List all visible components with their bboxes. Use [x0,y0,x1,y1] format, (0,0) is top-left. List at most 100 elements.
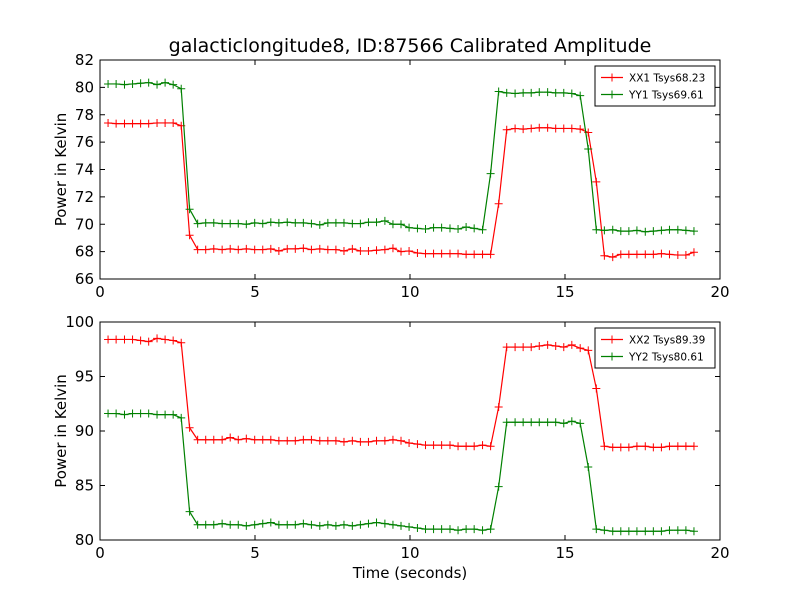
data-point [454,225,463,234]
data-point [502,88,511,97]
y-tick-label: 74 [75,161,94,179]
data-point [437,525,446,534]
data-point [608,253,617,262]
data-point [226,244,235,253]
data-point [356,520,365,529]
data-point [397,247,406,256]
data-point [364,437,373,446]
data-point [242,220,251,229]
data-point [657,443,666,452]
data-point [576,419,585,428]
data-point [193,435,202,444]
data-point [209,520,218,529]
data-point [600,226,609,235]
data-point [331,436,340,445]
bottom-plot: 0 5 10 15 20 80 85 90 95 100 Power in Kelvin XX2 Ts… [52,313,730,562]
data-point [649,227,658,236]
data-point [665,225,674,234]
data-point [144,409,153,418]
data-point [144,119,153,128]
x-axis-label: Time (seconds) [352,564,468,582]
y-tick-label: 95 [75,368,94,386]
data-point [405,522,414,531]
data-point [226,433,235,442]
data-point [323,520,332,529]
data-point [388,220,397,229]
data-point [169,118,178,127]
data-point [502,418,511,427]
data-point [128,119,137,128]
x-tick-label: 10 [400,283,419,301]
data-point [616,250,625,259]
y-tick-label: 66 [75,270,94,288]
data-point [486,169,495,178]
data-point [356,246,365,255]
data-point [112,335,121,344]
data-point [494,87,503,96]
data-point [250,520,259,529]
x-tick-label: 15 [555,544,574,562]
data-point [608,225,617,234]
data-point [535,88,544,97]
x-tick-label: 0 [95,283,105,301]
data-point [543,418,552,427]
data-point [274,520,283,529]
data-point [250,435,259,444]
data-point [527,343,536,352]
chart-title: galacticlongitude8, ID:87566 Calibrated … [169,35,652,57]
data-point [649,443,658,452]
data-point [592,177,601,186]
data-point [258,219,267,228]
data-point [681,251,690,260]
data-point [307,219,316,228]
data-point [616,443,625,452]
legend-marker [608,352,616,361]
data-point [559,88,568,97]
data-point [209,218,218,227]
x-tick-label: 20 [710,544,729,562]
data-point [234,520,243,529]
data-point [445,224,454,233]
data-point [266,435,275,444]
data-point [209,244,218,253]
data-point [307,435,316,444]
y-tick-label: 80 [75,78,94,96]
data-point [120,335,129,344]
data-point [380,245,389,254]
data-point [478,526,487,535]
data-point [559,343,568,352]
legend-marker [608,90,616,99]
data-point [356,219,365,228]
data-point [185,507,194,516]
data-point [299,218,308,227]
data-point [486,442,495,451]
data-point [397,521,406,530]
data-point [576,344,585,353]
data-point [454,526,463,535]
data-point [112,119,121,128]
y-tick-label: 76 [75,133,94,151]
data-point [144,78,153,87]
data-point [128,79,137,88]
data-point [421,441,430,450]
y-axis-label: Power in Kelvin [52,374,70,488]
data-point [283,436,292,445]
data-point [519,343,528,352]
data-point [299,519,308,528]
data-point [136,409,145,418]
data-point [543,88,552,97]
data-point [258,519,267,528]
data-point [315,220,324,229]
data-point [283,520,292,529]
data-point [234,219,243,228]
data-point [234,435,243,444]
data-point [104,118,113,127]
data-point [291,436,300,445]
data-point [242,521,251,530]
data-point [339,520,348,529]
y-tick-label: 70 [75,215,94,233]
data-point [429,441,438,450]
data-point [470,224,479,233]
data-point [649,250,658,259]
data-point [689,527,698,536]
